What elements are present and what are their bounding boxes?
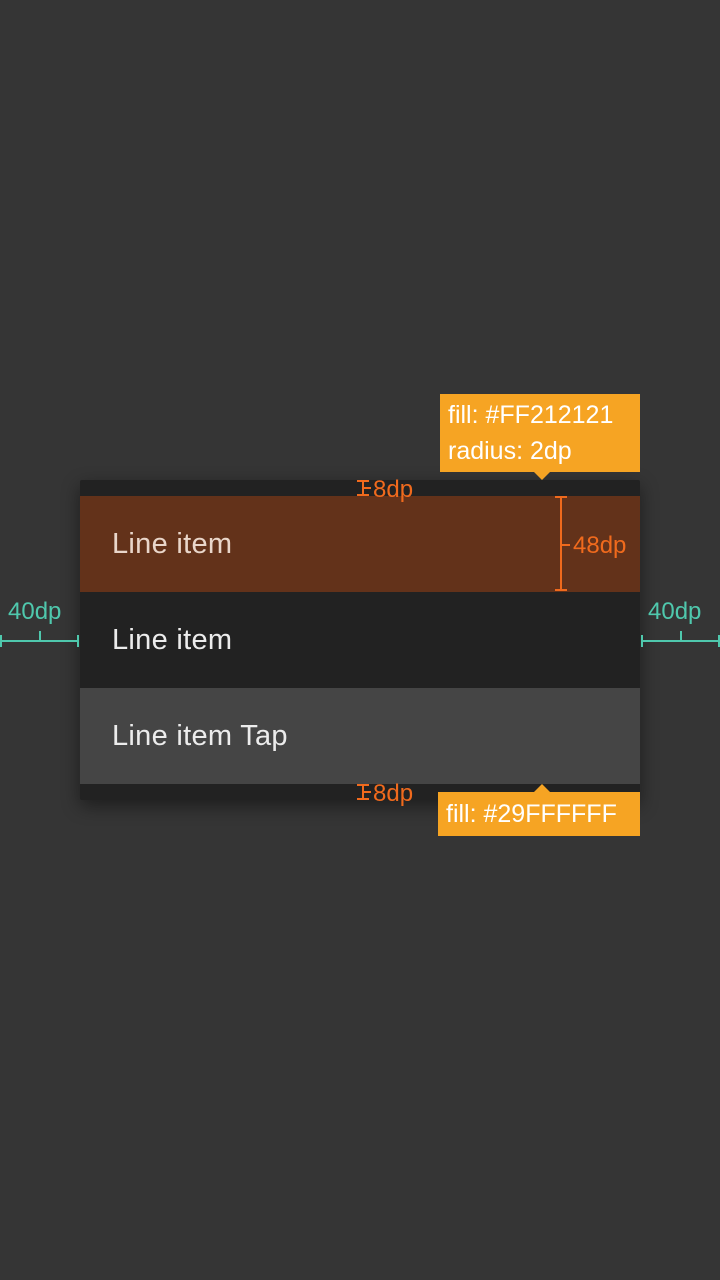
tap-fill-callout: fill: #29FFFFFF bbox=[438, 784, 640, 836]
top-padding-bracket bbox=[357, 480, 371, 496]
bottom-padding-label: 8dp bbox=[373, 780, 414, 807]
callout-radius-text: radius: 2dp bbox=[448, 437, 572, 465]
menu-item-label: Line item bbox=[112, 527, 233, 560]
left-margin-line bbox=[0, 631, 79, 647]
left-margin-label: 40dp bbox=[8, 598, 62, 625]
right-margin-label: 40dp bbox=[648, 598, 702, 625]
menu-item[interactable]: Line item bbox=[80, 592, 640, 688]
bottom-padding-bracket bbox=[357, 784, 371, 800]
callout-fill-text: fill: #FF212121 bbox=[448, 401, 614, 429]
item-height-bracket bbox=[555, 496, 570, 591]
menu-item-label: Line item bbox=[112, 623, 233, 656]
fill-radius-callout: fill: #FF212121 radius: 2dp bbox=[440, 394, 640, 480]
menu-item-label: Line item Tap bbox=[112, 719, 288, 752]
menu-item-highlighted[interactable]: Line item bbox=[80, 496, 640, 592]
callout-tap-fill-text: fill: #29FFFFFF bbox=[446, 800, 617, 828]
item-height-label: 48dp bbox=[573, 532, 627, 559]
menu-card: Line item Line item Line item Tap bbox=[80, 480, 640, 800]
right-margin-line bbox=[641, 631, 720, 647]
menu-item-tap[interactable]: Line item Tap bbox=[80, 688, 640, 784]
top-padding-label: 8dp bbox=[373, 476, 414, 503]
